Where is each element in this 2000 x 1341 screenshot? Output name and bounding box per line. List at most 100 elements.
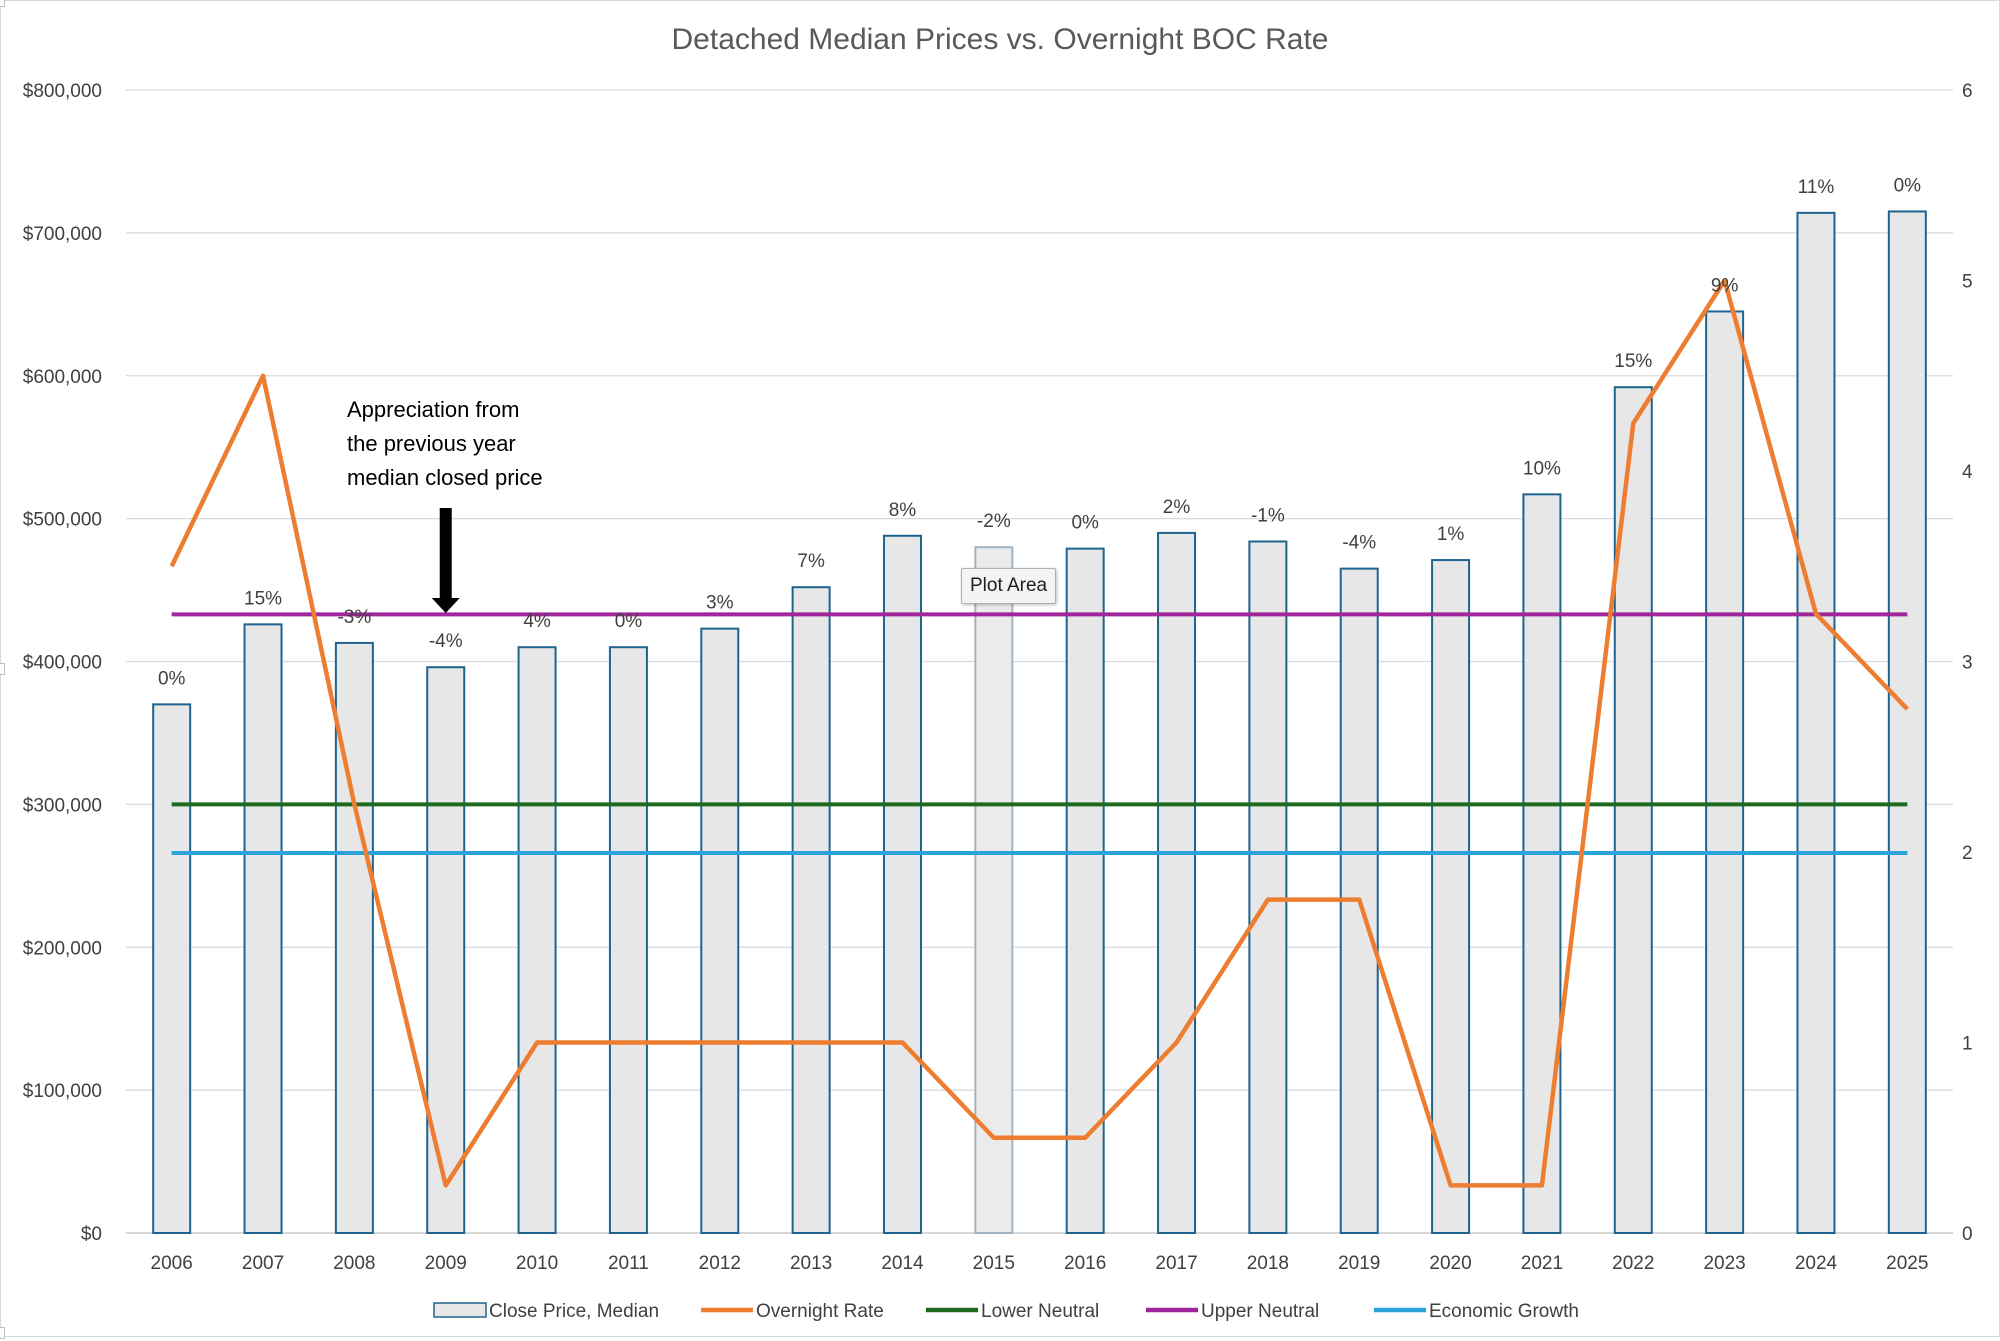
bar[interactable] xyxy=(608,646,648,1234)
reference-lines xyxy=(171,612,1908,855)
data-label: 9% xyxy=(1711,275,1739,296)
bar[interactable] xyxy=(1705,310,1745,1234)
y2-tick-label: 1 xyxy=(1962,1034,1973,1055)
bar[interactable] xyxy=(791,586,831,1234)
data-label: 10% xyxy=(1523,458,1561,479)
bar[interactable] xyxy=(1887,210,1927,1235)
bar[interactable] xyxy=(974,546,1014,1234)
bar[interactable] xyxy=(1065,547,1105,1234)
arrow-shaft xyxy=(439,508,452,600)
x-tick-label: 2015 xyxy=(973,1253,1015,1274)
x-tick-label: 2008 xyxy=(333,1253,375,1274)
x-tick-label: 2023 xyxy=(1703,1253,1745,1274)
bar[interactable] xyxy=(152,703,192,1234)
resize-handle-bottom-left[interactable] xyxy=(0,1327,5,1339)
y-tick-label: $600,000 xyxy=(23,367,102,388)
y-tick-label: $400,000 xyxy=(23,653,102,674)
bar[interactable] xyxy=(334,641,374,1234)
data-label: -4% xyxy=(1342,533,1376,554)
data-labels: 0% 15% -3% -4% 4% 0% 3% 7% 8% -2% 0% 2% -1% -4% 1% 10% 1… xyxy=(158,175,1921,689)
data-label: 15% xyxy=(244,588,282,609)
data-label: 11% xyxy=(1798,177,1835,198)
data-label: 15% xyxy=(1614,351,1652,372)
x-tick-label: 2013 xyxy=(790,1253,832,1274)
data-label: 0% xyxy=(1894,175,1922,196)
data-label: -3% xyxy=(337,607,371,628)
legend-label: Overnight Rate xyxy=(756,1301,884,1322)
y-tick-label: $200,000 xyxy=(23,938,102,959)
y2-tick-label: 3 xyxy=(1962,653,1973,674)
data-label: 3% xyxy=(706,593,734,614)
y-tick-label: $800,000 xyxy=(23,81,102,102)
y-axis-left: $0 $100,000 $200,000 $300,000 $400,000 $500,0… xyxy=(23,81,102,1245)
plot-area-tooltip: Plot Area xyxy=(961,568,1057,604)
data-label: 7% xyxy=(797,551,825,572)
x-tick-label: 2020 xyxy=(1429,1253,1471,1274)
bar[interactable] xyxy=(1248,540,1288,1234)
y2-tick-label: 0 xyxy=(1962,1224,1973,1245)
annotation-text: median closed price xyxy=(347,465,543,490)
y2-tick-label: 2 xyxy=(1962,843,1973,864)
annotation-text: the previous year xyxy=(347,431,516,456)
x-tick-label: 2007 xyxy=(242,1253,284,1274)
bar[interactable] xyxy=(882,534,922,1234)
bar[interactable] xyxy=(1157,531,1197,1234)
data-label: 2% xyxy=(1163,497,1191,518)
resize-handle-top-left[interactable] xyxy=(0,0,5,7)
data-label: 1% xyxy=(1437,524,1465,545)
y-tick-label: $700,000 xyxy=(23,224,102,245)
legend-label: Upper Neutral xyxy=(1201,1301,1319,1322)
x-tick-label: 2017 xyxy=(1155,1253,1197,1274)
bar[interactable] xyxy=(700,627,740,1234)
data-label: 8% xyxy=(889,500,917,521)
x-tick-label: 2022 xyxy=(1612,1253,1654,1274)
resize-handle-left-middle[interactable] xyxy=(0,663,5,675)
y-tick-label: $0 xyxy=(81,1224,102,1245)
overnight-rate-line[interactable] xyxy=(169,278,1909,1188)
x-tick-label: 2012 xyxy=(699,1253,741,1274)
chart-title: Detached Median Prices vs. Overnight BOC… xyxy=(672,23,1329,56)
bar[interactable] xyxy=(1796,211,1836,1234)
y-axis-right: 0 1 2 3 4 5 6 xyxy=(1962,81,1973,1245)
bar[interactable] xyxy=(1522,493,1562,1234)
legend-label: Lower Neutral xyxy=(981,1301,1099,1322)
bar[interactable] xyxy=(1431,559,1471,1234)
bar[interactable] xyxy=(517,646,557,1234)
data-label: 4% xyxy=(523,611,551,632)
x-tick-label: 2009 xyxy=(425,1253,467,1274)
y-tick-label: $500,000 xyxy=(23,510,102,531)
line-series xyxy=(169,278,1909,1188)
y-tick-label: $100,000 xyxy=(23,1081,102,1102)
data-label: -2% xyxy=(977,511,1011,532)
annotation-text: Appreciation from xyxy=(347,397,519,422)
x-tick-label: 2024 xyxy=(1795,1253,1838,1274)
x-tick-label: 2016 xyxy=(1064,1253,1106,1274)
x-tick-label: 2019 xyxy=(1338,1253,1380,1274)
bar[interactable] xyxy=(426,666,466,1234)
legend-label: Economic Growth xyxy=(1429,1301,1579,1322)
x-tick-label: 2014 xyxy=(881,1253,924,1274)
x-tick-label: 2021 xyxy=(1521,1253,1563,1274)
gridlines xyxy=(126,89,1953,1234)
x-tick-label: 2006 xyxy=(151,1253,193,1274)
x-tick-label: 2025 xyxy=(1886,1253,1928,1274)
legend-label: Close Price, Median xyxy=(489,1301,659,1322)
data-label: 0% xyxy=(615,611,643,632)
data-label: 0% xyxy=(158,668,186,689)
x-tick-label: 2011 xyxy=(608,1253,649,1274)
annotation: Appreciation from the previous year median… xyxy=(347,397,543,613)
y2-tick-label: 5 xyxy=(1962,272,1973,293)
data-label: 0% xyxy=(1071,513,1099,534)
legend: Close Price, Median Overnight Rate Lower N… xyxy=(433,1301,1579,1322)
legend-swatch xyxy=(433,1302,487,1318)
x-tick-label: 2010 xyxy=(516,1253,558,1274)
y2-tick-label: 4 xyxy=(1962,462,1973,483)
x-axis: 2006 2007 2008 2009 2010 2011 2012 2013 2014 2015… xyxy=(151,1253,1929,1274)
bar[interactable] xyxy=(243,623,283,1234)
y-tick-label: $300,000 xyxy=(23,795,102,816)
data-label: -1% xyxy=(1251,505,1285,526)
y2-tick-label: 6 xyxy=(1962,81,1973,102)
arrow-down-icon xyxy=(431,598,460,613)
